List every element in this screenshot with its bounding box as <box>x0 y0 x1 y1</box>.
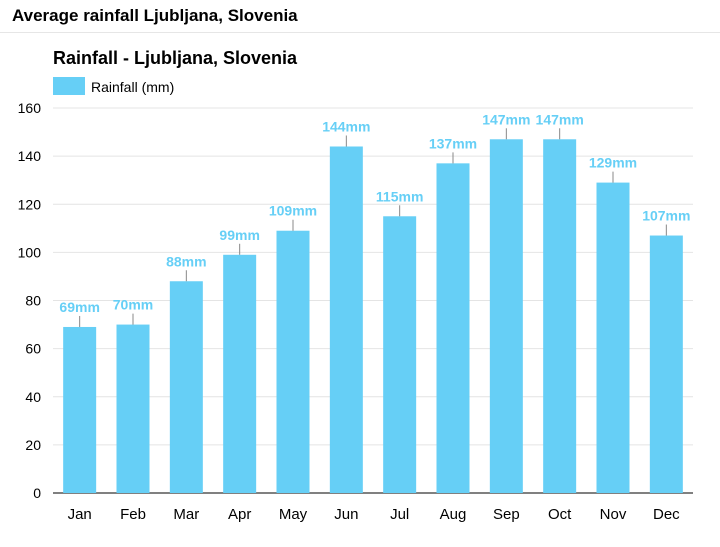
data-label: 147mm <box>536 111 584 127</box>
x-tick-label: Nov <box>600 506 627 523</box>
y-tick-label: 20 <box>25 437 41 453</box>
data-label: 137mm <box>429 135 477 151</box>
y-tick-label: 60 <box>25 341 41 357</box>
x-tick-label: Mar <box>173 506 199 523</box>
bar-jun[interactable] <box>329 146 363 494</box>
page-header: Average rainfall Ljubljana, Slovenia <box>0 0 720 33</box>
x-axis: Jan Feb Mar Apr May Jun Jul Aug Sep Oct Nov Dec <box>68 506 681 523</box>
y-tick-label: 120 <box>18 196 42 212</box>
legend[interactable]: Rainfall (mm) <box>53 77 174 95</box>
bar-nov[interactable] <box>596 182 630 493</box>
y-tick-label: 80 <box>25 293 41 309</box>
bar-jan[interactable] <box>63 326 97 493</box>
x-tick-label: Sep <box>493 506 520 523</box>
bar-may[interactable] <box>276 230 310 493</box>
bars: 69mm 70mm 88mm 99mm 109mm 144mm 115mm 137mm 147m… <box>59 111 690 493</box>
page-title: Average rainfall Ljubljana, Slovenia <box>12 6 298 25</box>
gridlines <box>53 107 693 494</box>
bar-apr[interactable] <box>223 254 257 493</box>
data-label: 88mm <box>166 253 206 269</box>
data-label: 144mm <box>322 119 370 135</box>
x-tick-label: May <box>279 506 308 523</box>
bar-aug[interactable] <box>436 163 470 493</box>
y-tick-label: 0 <box>33 485 41 501</box>
legend-swatch <box>53 77 85 95</box>
y-tick-label: 40 <box>25 389 41 405</box>
data-label: 107mm <box>642 208 690 224</box>
bar-dec[interactable] <box>649 235 683 493</box>
bar-feb[interactable] <box>116 324 150 493</box>
data-label: 69mm <box>59 299 99 315</box>
rainfall-chart: Rainfall - Ljubljana, Slovenia Rainfall … <box>18 48 693 523</box>
chart-container: Rainfall - Ljubljana, Slovenia Rainfall … <box>0 33 720 542</box>
legend-label: Rainfall (mm) <box>91 79 174 95</box>
data-label: 109mm <box>269 203 317 219</box>
y-tick-label: 140 <box>18 148 42 164</box>
x-tick-label: Apr <box>228 506 251 523</box>
data-label: 115mm <box>376 188 423 204</box>
x-tick-label: Feb <box>120 506 146 523</box>
y-tick-label: 100 <box>18 244 42 260</box>
bar-mar[interactable] <box>169 281 203 493</box>
x-tick-label: Jun <box>334 506 358 523</box>
data-label: 70mm <box>113 297 153 313</box>
bar-oct[interactable] <box>543 139 577 493</box>
x-tick-label: Jul <box>390 506 409 523</box>
y-axis: 0 20 40 60 80 100 120 140 160 <box>18 100 42 501</box>
data-label: 147mm <box>482 111 530 127</box>
data-label: 129mm <box>589 155 637 171</box>
x-tick-label: Jan <box>68 506 92 523</box>
x-tick-label: Dec <box>653 506 680 523</box>
chart-title: Rainfall - Ljubljana, Slovenia <box>53 48 298 68</box>
y-tick-label: 160 <box>18 100 42 116</box>
bar-jul[interactable] <box>383 216 417 493</box>
x-tick-label: Oct <box>548 506 572 523</box>
data-label: 99mm <box>219 227 259 243</box>
x-tick-label: Aug <box>440 506 467 523</box>
bar-sep[interactable] <box>489 139 523 493</box>
